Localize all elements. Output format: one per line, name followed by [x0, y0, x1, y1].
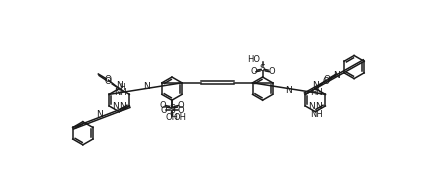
Text: N: N — [311, 81, 318, 90]
Text: N: N — [332, 71, 339, 80]
Text: O: O — [322, 75, 330, 84]
Text: N: N — [112, 102, 119, 111]
Text: O: O — [250, 67, 256, 76]
Text: N: N — [308, 102, 314, 111]
Text: S: S — [169, 104, 174, 113]
Text: NH: NH — [114, 88, 127, 96]
Text: O: O — [105, 77, 112, 86]
Text: O: O — [268, 67, 275, 76]
Text: O: O — [160, 106, 166, 115]
Text: HO: HO — [247, 55, 260, 64]
Text: O: O — [177, 106, 183, 115]
Text: O: O — [159, 101, 166, 110]
Text: O: O — [178, 101, 184, 110]
Text: HN: HN — [310, 88, 322, 96]
Text: NH: NH — [309, 110, 322, 119]
Text: N: N — [96, 110, 103, 119]
Text: N: N — [315, 102, 322, 111]
Text: OH: OH — [165, 113, 178, 122]
Text: S: S — [169, 106, 174, 115]
Text: O: O — [322, 77, 329, 86]
Text: N: N — [143, 82, 150, 91]
Text: OH: OH — [173, 113, 186, 122]
Text: O: O — [104, 75, 111, 84]
Text: S: S — [259, 64, 265, 73]
Text: N: N — [115, 81, 122, 90]
Text: N: N — [285, 86, 292, 95]
Text: N: N — [119, 102, 126, 111]
Text: H: H — [119, 83, 125, 91]
